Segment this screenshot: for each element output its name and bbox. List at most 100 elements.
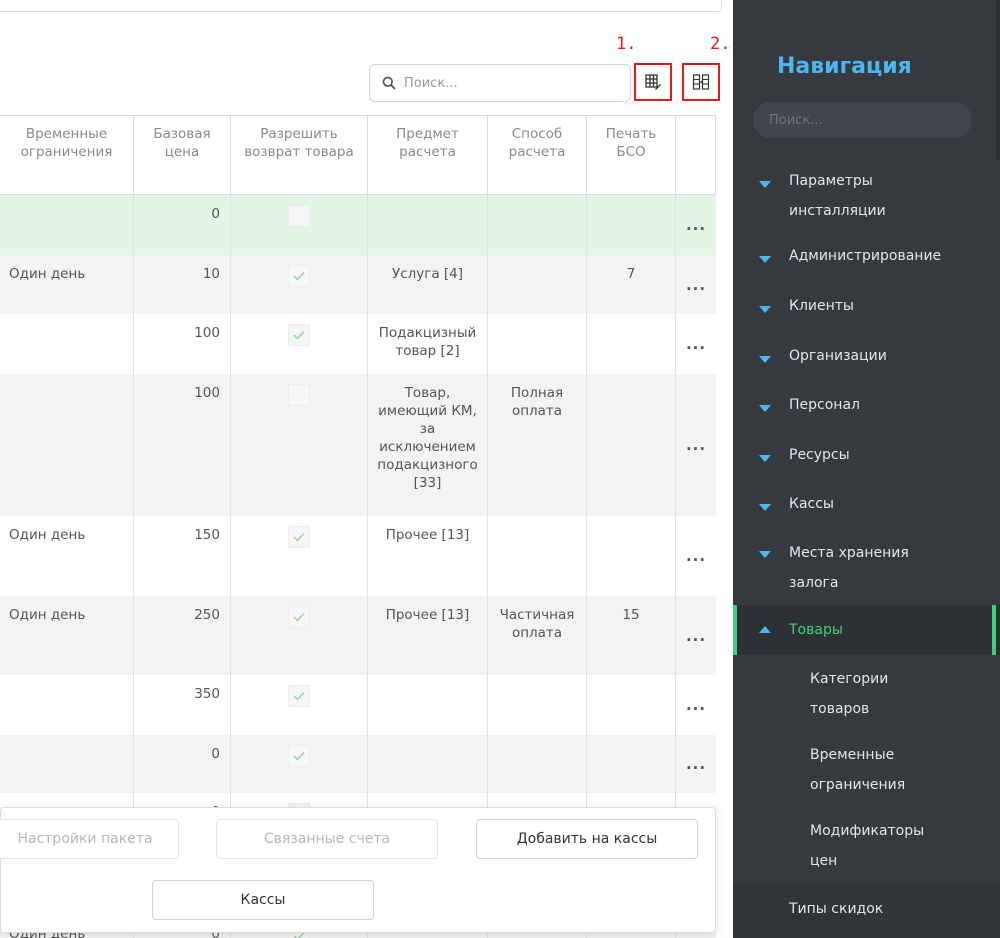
caret-down-icon — [759, 181, 771, 188]
sidebar-item-administration[interactable]: Администрирование — [733, 241, 1000, 275]
cell-subject: Товар, имеющий КМ, за исключением подакц… — [368, 374, 488, 516]
table-edit-icon — [645, 74, 661, 90]
check-icon — [293, 271, 305, 281]
cell-price: 100 — [134, 314, 231, 374]
col-payment-subject[interactable]: Предмет расчета — [368, 116, 488, 196]
sidebar-item-installation-params[interactable]: Параметры инсталляции — [733, 166, 1000, 230]
sidebar-item-organizations[interactable]: Организации — [733, 341, 1000, 375]
table-row[interactable]: Один день 250 Прочее [13] Частичная опла… — [0, 596, 716, 675]
cell-time: Один день — [0, 516, 134, 596]
col-time-limits[interactable]: Временные ограничения — [0, 116, 134, 196]
return-checkbox[interactable] — [288, 526, 310, 548]
return-checkbox[interactable] — [288, 205, 310, 227]
table-row[interactable]: Один день 150 Прочее [13] ... — [0, 516, 716, 596]
cell-return — [231, 596, 368, 675]
caret-down-icon — [759, 405, 771, 412]
linked-accounts-button[interactable]: Связанные счета — [216, 819, 438, 859]
cell-method — [488, 675, 587, 735]
return-checkbox[interactable] — [288, 745, 310, 767]
cell-method — [488, 195, 587, 255]
sidebar-scrollbar[interactable] — [996, 0, 1000, 160]
package-settings-button[interactable]: Настройки пакета — [0, 819, 179, 859]
sidebar-title: Навигация — [777, 54, 912, 79]
table-search[interactable] — [369, 64, 631, 102]
col-allow-return[interactable]: Разрешить возврат товара — [231, 116, 368, 196]
cell-price: 0 — [134, 735, 231, 793]
cell-time — [0, 374, 134, 516]
sidebar-subitem-time-limits[interactable]: Временные ограничения — [733, 738, 1000, 802]
check-icon — [293, 330, 305, 340]
caret-down-icon — [759, 356, 771, 363]
cell-return — [231, 675, 368, 735]
caret-down-icon — [759, 306, 771, 313]
cell-return — [231, 516, 368, 596]
row-menu-button[interactable]: ... — [685, 547, 707, 565]
caret-down-icon — [759, 455, 771, 462]
table-row[interactable]: 100 Подакцизный товар [2] ... — [0, 314, 716, 374]
col-print-bso[interactable]: Печать БСО — [587, 116, 676, 196]
columns-config-button[interactable] — [682, 63, 720, 101]
sidebar-item-label: Типы скидок — [789, 901, 884, 917]
table-row[interactable]: 0 ... — [0, 735, 716, 793]
sidebar-item-label: Товары — [789, 622, 843, 638]
return-checkbox[interactable] — [288, 606, 310, 628]
sidebar-item-registers[interactable]: Кассы — [733, 489, 1000, 523]
sidebar-item-products[interactable]: Товары — [733, 605, 1000, 655]
sidebar-item-clients[interactable]: Клиенты — [733, 291, 1000, 325]
row-menu-button[interactable]: ... — [685, 216, 707, 234]
cell-method — [488, 314, 587, 374]
cell-bso — [587, 314, 676, 374]
row-menu-button[interactable]: ... — [685, 696, 707, 714]
sidebar-item-pledge-storage[interactable]: Места хранения залога — [733, 536, 1000, 600]
cell-price: 350 — [134, 675, 231, 735]
return-checkbox[interactable] — [288, 685, 310, 707]
cell-price: 100 — [134, 374, 231, 516]
actions-popup: Настройки пакета Связанные счета Добавит… — [0, 807, 716, 933]
table-row[interactable]: 350 ... — [0, 675, 716, 735]
cell-subject: Подакцизный товар [2] — [368, 314, 488, 374]
registers-button[interactable]: Кассы — [152, 880, 374, 920]
col-base-price[interactable]: Базовая цена — [134, 116, 231, 196]
columns-icon — [692, 74, 710, 90]
row-menu-button[interactable]: ... — [685, 275, 707, 294]
cell-subject: Прочее [13] — [368, 596, 488, 675]
cell-return — [231, 195, 368, 255]
return-checkbox[interactable] — [288, 324, 310, 346]
cell-return — [231, 374, 368, 516]
cell-bso — [587, 735, 676, 793]
cell-subject — [368, 675, 488, 735]
row-menu-button[interactable]: ... — [685, 626, 707, 645]
row-menu-button[interactable]: ... — [685, 335, 707, 353]
row-menu-button[interactable]: ... — [685, 755, 707, 773]
cell-price: 150 — [134, 516, 231, 596]
cell-method: Частичная оплата — [488, 596, 587, 675]
active-indicator — [733, 605, 737, 655]
search-input[interactable] — [404, 75, 604, 91]
return-checkbox[interactable] — [288, 265, 310, 287]
table-row[interactable]: Один день 10 Услуга [4] 7 ... — [0, 255, 716, 314]
sidebar-subitem-price-modifiers[interactable]: Модификаторы цен — [733, 814, 1000, 878]
sidebar-item-resources[interactable]: Ресурсы — [733, 440, 1000, 474]
sidebar-item-label: Администрирование — [789, 248, 942, 264]
sidebar-item-staff[interactable]: Персонал — [733, 390, 1000, 424]
col-payment-method[interactable]: Способ расчета — [488, 116, 587, 196]
sidebar-search[interactable] — [753, 102, 972, 138]
caret-up-icon — [759, 626, 771, 633]
sidebar-item-label: Временные ограничения — [810, 747, 906, 793]
table-settings-button[interactable] — [634, 63, 672, 101]
table-row[interactable]: 0 ... — [0, 195, 716, 255]
return-checkbox[interactable] — [288, 384, 310, 406]
col-actions — [676, 116, 716, 196]
sidebar-item-label: Организации — [789, 348, 887, 364]
cell-method: Полная оплата — [488, 374, 587, 516]
row-menu-button[interactable]: ... — [685, 436, 707, 454]
cell-bso: 15 — [587, 596, 676, 675]
add-to-registers-button[interactable]: Добавить на кассы — [476, 819, 698, 859]
sidebar-search-input[interactable] — [769, 112, 959, 128]
table-row[interactable]: 100 Товар, имеющий КМ, за исключением по… — [0, 374, 716, 516]
sidebar-item-discount-types[interactable]: Типы скидок — [733, 884, 1000, 938]
sidebar-item-label: Ресурсы — [789, 447, 850, 463]
search-icon — [382, 76, 396, 90]
sidebar-subitem-product-categories[interactable]: Категории товаров — [733, 662, 1000, 726]
cell-return — [231, 735, 368, 793]
